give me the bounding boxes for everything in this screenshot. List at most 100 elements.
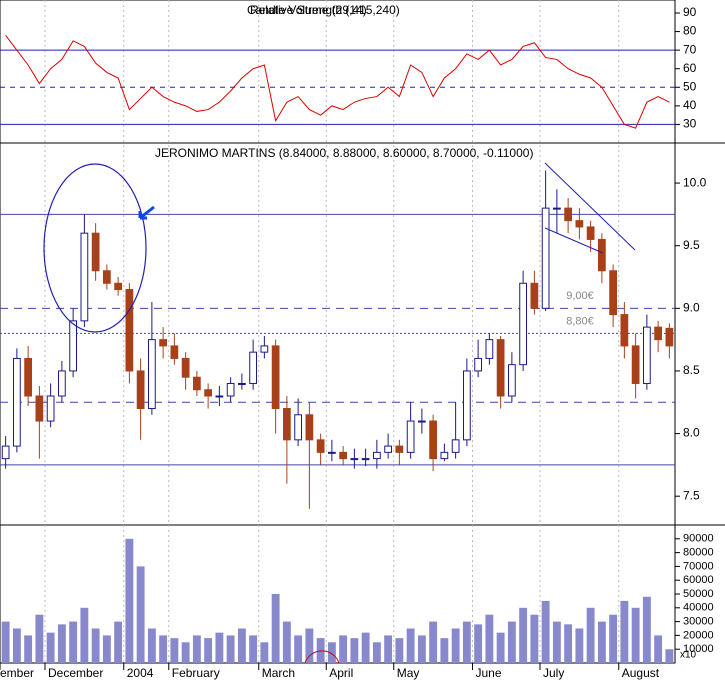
volume-bar <box>496 632 505 663</box>
candle-body <box>553 207 561 210</box>
y-tick-label: 20000 <box>683 629 714 641</box>
y-tick-label: 70000 <box>683 560 714 572</box>
volume-title: Candle Volume (29,415,240) <box>247 3 400 17</box>
candle-body <box>91 232 100 272</box>
candle-body <box>1 445 10 460</box>
candle-body <box>631 345 640 384</box>
volume-bar <box>485 614 494 663</box>
candle-body <box>103 270 111 284</box>
volume-bar <box>552 621 561 663</box>
volume-bar <box>384 635 393 663</box>
candle-body <box>238 382 246 385</box>
candle-body <box>440 451 449 460</box>
volume-bar <box>192 635 201 663</box>
volume-bar <box>361 632 370 663</box>
candle-body <box>46 395 55 422</box>
x-tick-label: August <box>622 666 660 680</box>
level-label: 9,00€ <box>566 290 594 302</box>
candle-body <box>35 395 44 422</box>
candle-body <box>609 270 617 316</box>
volume-bar <box>451 628 460 663</box>
x-tick-label: June <box>476 666 502 680</box>
annotation-ellipse <box>43 163 147 333</box>
volume-bar <box>24 635 33 663</box>
volume-bar <box>620 600 629 663</box>
candle-body <box>418 420 426 423</box>
candle-body <box>80 232 89 322</box>
y-tick-label: 9.5 <box>683 238 700 252</box>
volume-bar <box>215 632 224 663</box>
volume-bar <box>114 621 123 663</box>
candle-body <box>373 451 381 460</box>
volume-bar <box>417 635 426 663</box>
volume-bar <box>597 621 606 663</box>
volume-bar <box>57 624 66 663</box>
volume-bar <box>305 628 314 663</box>
volume-bar <box>46 632 55 663</box>
candle-body <box>406 420 415 453</box>
y-tick-label: 80 <box>683 24 697 38</box>
candle-body <box>24 357 32 397</box>
candle-body <box>564 207 572 222</box>
candle-body <box>451 439 460 453</box>
volume-bar <box>159 635 168 663</box>
volume-bar <box>136 566 145 663</box>
candle-body <box>429 420 437 460</box>
candle-body <box>575 220 584 228</box>
candle-body <box>125 289 134 372</box>
volume-bar <box>372 642 381 663</box>
y-tick-label: 8.5 <box>683 363 700 377</box>
candle-body <box>395 445 404 453</box>
volume-bar <box>260 642 269 663</box>
candle-body <box>316 439 325 453</box>
x-tick-label: February <box>172 666 220 680</box>
volume-bar <box>35 614 44 663</box>
y-tick-label: 60000 <box>683 574 714 586</box>
y-tick-label: 30 <box>683 117 697 131</box>
y-tick-label: 10000 <box>683 643 714 655</box>
y-tick-label: 40 <box>683 98 697 112</box>
candle-body <box>181 357 190 378</box>
x-tick-label: March <box>262 666 295 680</box>
volume-bar <box>541 600 550 663</box>
unit-note: x10 <box>680 650 697 661</box>
volume-bar <box>125 538 134 663</box>
volume-bar <box>665 649 674 663</box>
x-tick-label: July <box>543 666 564 680</box>
candle-body <box>328 451 336 454</box>
volume-bar <box>282 621 291 663</box>
candle-body <box>283 408 291 441</box>
candle-body <box>193 376 201 391</box>
volume-bar <box>440 638 449 663</box>
volume-bar <box>12 628 21 663</box>
volume-bar <box>147 628 156 663</box>
volume-bar <box>609 614 618 663</box>
y-tick-label: 90 <box>683 5 697 19</box>
volume-bar <box>294 635 303 663</box>
y-tick-label: 60 <box>683 61 697 75</box>
candle-body <box>58 370 66 397</box>
trend-lines <box>544 162 636 254</box>
candle-body <box>485 339 494 359</box>
level-label: 8,80€ <box>566 315 594 327</box>
volume-bar <box>530 614 539 663</box>
candle-body <box>294 414 302 441</box>
candle-body <box>361 458 370 461</box>
candle-body <box>215 395 224 398</box>
candle-body <box>13 357 21 447</box>
plot-frame <box>0 0 676 664</box>
volume-bar <box>327 642 336 663</box>
candle-body <box>665 327 674 347</box>
annotation-arrow <box>138 205 155 220</box>
volume-bar <box>507 621 516 663</box>
rsi-title: Relative Strength (14) <box>250 3 367 17</box>
volume-bar <box>181 642 190 663</box>
candle-body <box>204 389 212 397</box>
y-tick-label: 90000 <box>683 533 714 545</box>
volume-bar <box>1 621 10 663</box>
volume-bar <box>237 628 246 663</box>
price-title: JERONIMO MARTINS (8.84000, 8.88000, 8.60… <box>155 146 533 160</box>
volume-bar <box>474 624 483 663</box>
y-tick-label: 50 <box>683 79 697 93</box>
candle-body <box>114 282 122 291</box>
